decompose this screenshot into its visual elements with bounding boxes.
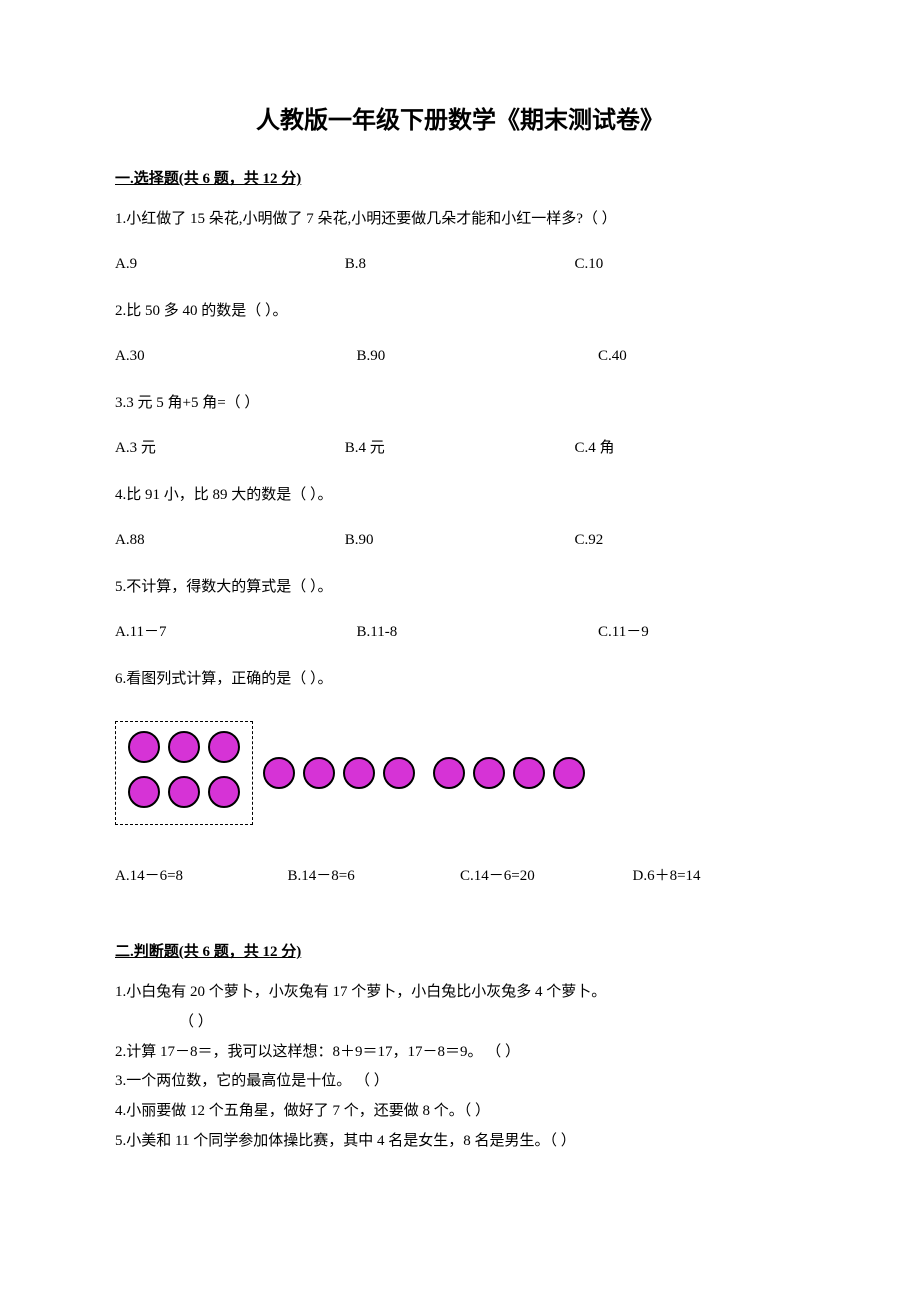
q2-opt-a: A.30: [115, 343, 357, 370]
q6-opt-d: D.6＋8=14: [633, 863, 806, 890]
q3-options: A.3 元 B.4 元 C.4 角: [115, 435, 805, 462]
q6-opt-b: B.14－8=6: [288, 863, 461, 890]
q2-options: A.30 B.90 C.40: [115, 343, 805, 370]
question-2: 2.比 50 多 40 的数是（ ）。 A.30 B.90 C.40: [115, 298, 805, 370]
q1-text: 1.小红做了 15 朵花,小明做了 7 朵花,小明还要做几朵才能和小红一样多?（…: [115, 206, 805, 233]
dot-icon: [208, 731, 240, 763]
dot-icon: [263, 757, 295, 789]
dot-icon: [168, 776, 200, 808]
dot-icon: [168, 731, 200, 763]
dot-icon: [343, 757, 375, 789]
dot-icon: [553, 757, 585, 789]
section2-header: 二.判断题(共 6 题，共 12 分): [115, 940, 805, 961]
dot-icon: [208, 776, 240, 808]
q2-opt-b: B.90: [357, 343, 599, 370]
question-3: 3.3 元 5 角+5 角=（ ） A.3 元 B.4 元 C.4 角: [115, 390, 805, 462]
dot-icon: [513, 757, 545, 789]
question-5: 5.不计算，得数大的算式是（ ）。 A.11－7 B.11-8 C.11－9: [115, 574, 805, 646]
q6-opt-a: A.14－6=8: [115, 863, 288, 890]
q3-opt-a: A.3 元: [115, 435, 345, 462]
tf-item-4: 4.小丽要做 12 个五角星，做好了 7 个，还要做 8 个。（ ）: [115, 1098, 805, 1126]
q2-opt-c: C.40: [598, 343, 805, 370]
question-6: 6.看图列式计算，正确的是（ ）。: [115, 666, 805, 890]
tf-item-2: 2.计算 17－8＝，我可以这样想：8＋9＝17，17－8＝9。 （ ）: [115, 1039, 805, 1067]
q6-text: 6.看图列式计算，正确的是（ ）。: [115, 666, 805, 693]
q1-opt-a: A.9: [115, 251, 345, 278]
q5-opt-c: C.11－9: [598, 619, 805, 646]
tf-item-5: 5.小美和 11 个同学参加体操比赛，其中 4 名是女生，8 名是男生。（ ）: [115, 1128, 805, 1156]
dot-icon: [383, 757, 415, 789]
exam-title: 人教版一年级下册数学《期末测试卷》: [115, 100, 805, 135]
q6-opt-c: C.14－6=20: [460, 863, 633, 890]
q3-opt-c: C.4 角: [575, 435, 805, 462]
q4-opt-a: A.88: [115, 527, 345, 554]
q5-options: A.11－7 B.11-8 C.11－9: [115, 619, 805, 646]
q6-diagram: [115, 721, 805, 825]
q6-options: A.14－6=8 B.14－8=6 C.14－6=20 D.6＋8=14: [115, 863, 805, 890]
dot-box: [115, 721, 253, 825]
dot-row-1-outside: [259, 754, 419, 792]
question-1: 1.小红做了 15 朵花,小明做了 7 朵花,小明还要做几朵才能和小红一样多?（…: [115, 206, 805, 278]
q1-opt-b: B.8: [345, 251, 575, 278]
dot-container: [115, 721, 805, 825]
dot-row-1-inside: [124, 728, 244, 766]
question-4: 4.比 91 小，比 89 大的数是（ ）。 A.88 B.90 C.92: [115, 482, 805, 554]
q4-text: 4.比 91 小，比 89 大的数是（ ）。: [115, 482, 805, 509]
q5-text: 5.不计算，得数大的算式是（ ）。: [115, 574, 805, 601]
q2-text: 2.比 50 多 40 的数是（ ）。: [115, 298, 805, 325]
q5-opt-b: B.11-8: [357, 619, 599, 646]
tf-item-1b: （ ）: [179, 1009, 805, 1037]
dot-icon: [303, 757, 335, 789]
section1-header: 一.选择题(共 6 题，共 12 分): [115, 167, 805, 188]
tf-item-3: 3.一个两位数，它的最高位是十位。 （ ）: [115, 1068, 805, 1096]
tf-item-1a: 1.小白兔有 20 个萝卜，小灰兔有 17 个萝卜，小白兔比小灰兔多 4 个萝卜…: [115, 979, 805, 1007]
q4-opt-b: B.90: [345, 527, 575, 554]
dot-row-2-inside: [124, 773, 244, 811]
q4-options: A.88 B.90 C.92: [115, 527, 805, 554]
q4-opt-c: C.92: [575, 527, 805, 554]
dot-row-2-outside: [429, 754, 589, 792]
q5-opt-a: A.11－7: [115, 619, 357, 646]
true-false-list: 1.小白兔有 20 个萝卜，小灰兔有 17 个萝卜，小白兔比小灰兔多 4 个萝卜…: [115, 979, 805, 1156]
q3-opt-b: B.4 元: [345, 435, 575, 462]
dot-icon: [128, 731, 160, 763]
dot-icon: [128, 776, 160, 808]
dot-icon: [433, 757, 465, 789]
dot-icon: [473, 757, 505, 789]
dot-outside-group: [253, 748, 589, 799]
q3-text: 3.3 元 5 角+5 角=（ ）: [115, 390, 805, 417]
q1-opt-c: C.10: [575, 251, 805, 278]
q1-options: A.9 B.8 C.10: [115, 251, 805, 278]
